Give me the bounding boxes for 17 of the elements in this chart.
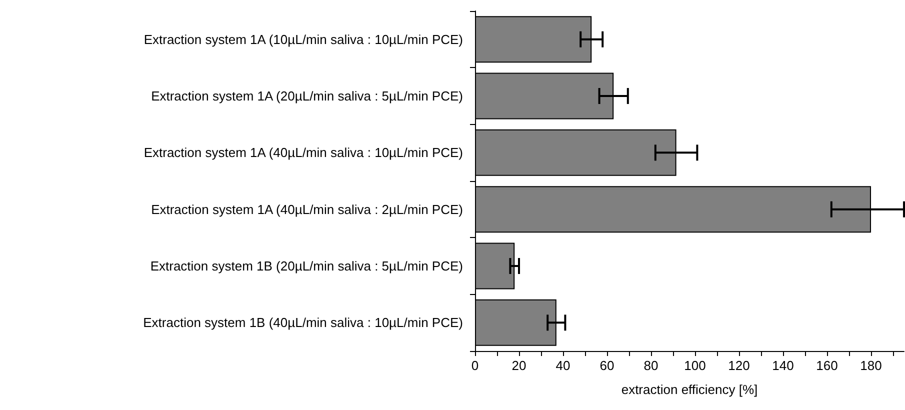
x-tick-label: 0 [471,358,479,373]
y-tick-label: Extraction system 1B (40µL/min saliva : 10µL/min PCE) [143,315,463,330]
y-tick-label: Extraction system 1A (40µL/min saliva : 10µL/min PCE) [144,145,463,160]
x-tick-label: 160 [816,358,838,373]
y-tick-label: Extraction system 1A (20µL/min saliva : 5µL/min PCE) [151,88,463,104]
x-tick-label: 60 [600,358,614,373]
x-tick-label: 120 [728,358,750,373]
y-tick-label: Extraction system 1B (20µL/min saliva : 5µL/min PCE) [150,258,463,274]
x-tick-label: 140 [772,358,794,373]
x-tick-label: 40 [556,358,570,373]
x-tick-label: 20 [512,358,526,373]
x-tick-label: 100 [684,358,706,373]
x-axis-title: extraction efficiency [%] [621,382,758,397]
y-tick-label: Extraction system 1A (10µL/min saliva : 10µL/min PCE) [144,32,463,47]
y-tick-label: Extraction system 1A (40µL/min saliva : 2µL/min PCE) [151,202,463,217]
x-tick-label: 80 [644,358,658,373]
x-tick-label: 180 [860,358,882,373]
